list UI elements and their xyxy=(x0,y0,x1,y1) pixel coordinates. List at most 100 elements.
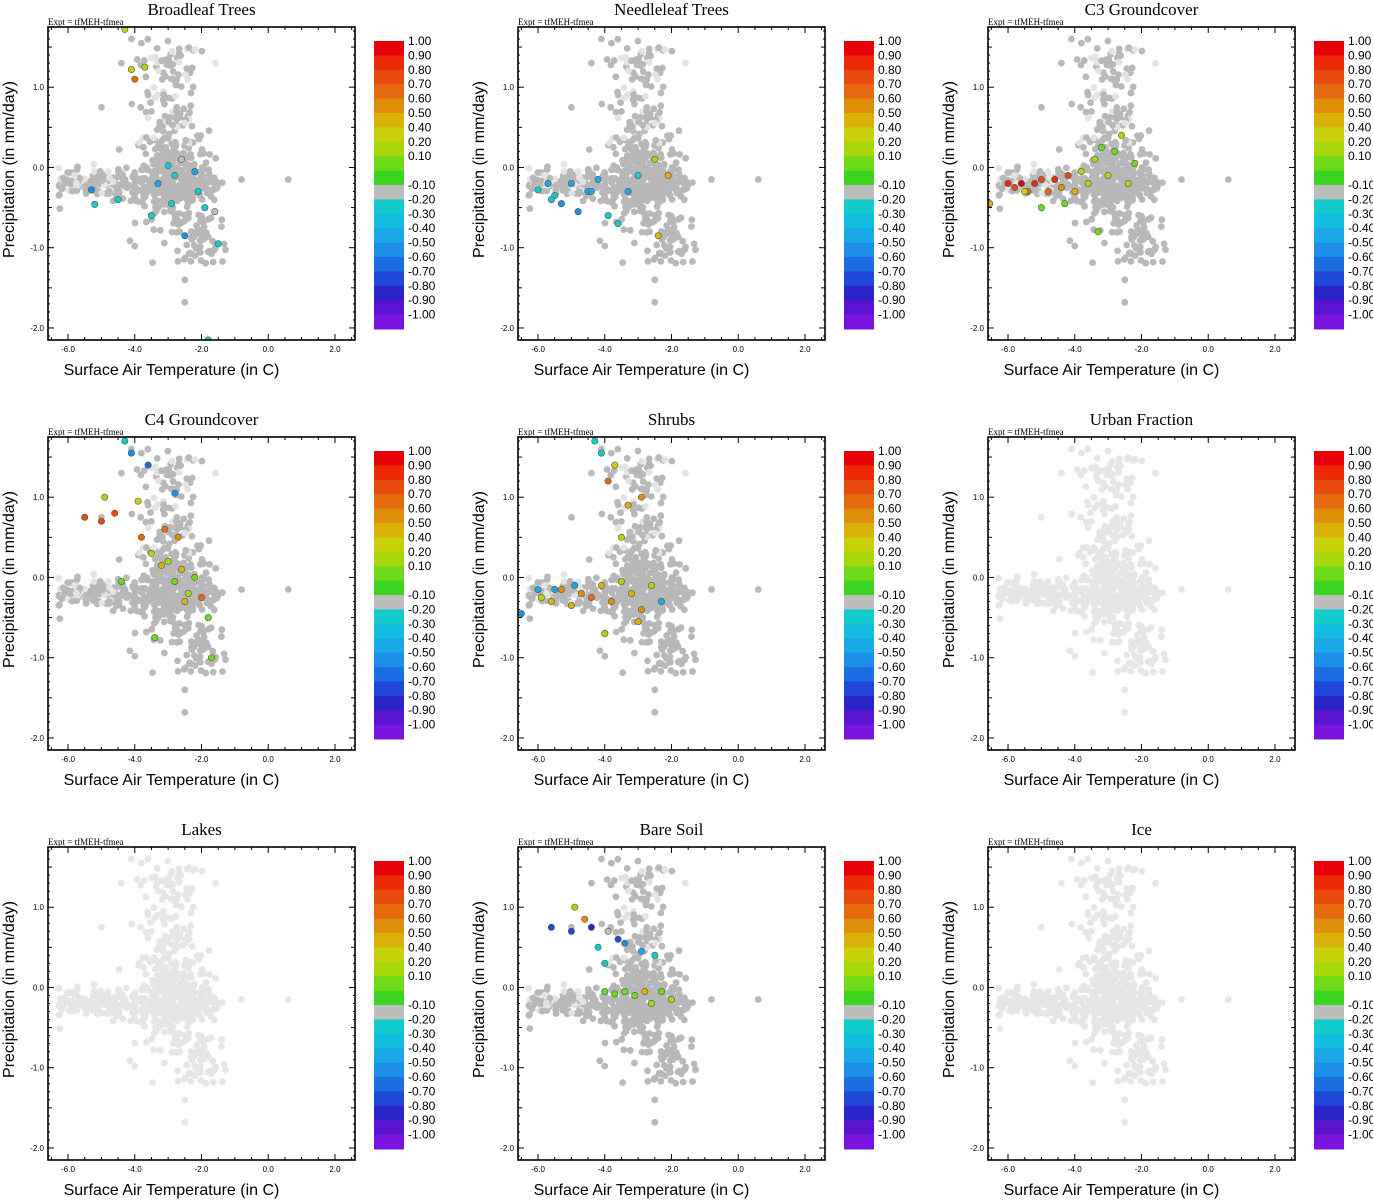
highlight-point xyxy=(1077,168,1085,176)
background-point xyxy=(131,652,139,660)
background-point xyxy=(646,520,654,528)
background-point xyxy=(676,561,684,568)
background-point xyxy=(1126,108,1133,116)
background-point xyxy=(630,611,637,618)
highlight-point xyxy=(614,220,622,228)
background-point xyxy=(192,654,200,662)
background-point xyxy=(206,151,214,158)
colorbar-label: -0.40 xyxy=(408,221,436,235)
background-point xyxy=(688,633,695,640)
background-point xyxy=(82,190,90,197)
background-point xyxy=(566,578,574,585)
background-point xyxy=(206,561,214,568)
background-point xyxy=(611,612,618,620)
background-point xyxy=(642,564,649,572)
background-point xyxy=(219,179,226,187)
background-point xyxy=(671,234,678,242)
background-point xyxy=(160,91,168,98)
background-point xyxy=(1122,215,1130,223)
background-point xyxy=(142,73,150,81)
highlight-point xyxy=(134,497,142,505)
background-point xyxy=(1053,602,1060,610)
background-point xyxy=(188,646,196,653)
background-point xyxy=(667,659,674,666)
background-point xyxy=(1090,84,1098,91)
background-point xyxy=(662,244,670,252)
colorbar-label: -0.10 xyxy=(878,588,906,602)
background-point xyxy=(526,615,534,622)
background-point xyxy=(149,186,157,194)
background-point xyxy=(175,468,183,476)
background-point xyxy=(177,493,185,500)
background-point xyxy=(210,606,218,614)
background-point xyxy=(643,197,651,205)
background-point xyxy=(1055,146,1063,153)
background-point xyxy=(603,56,611,63)
colorbar-swatch xyxy=(374,228,404,244)
background-point xyxy=(654,199,662,207)
colorbar-label: 0.20 xyxy=(1348,135,1372,149)
experiment-label: Expt = tfMEH-tfmea xyxy=(518,17,594,27)
background-point xyxy=(159,506,167,514)
highlight-point xyxy=(634,618,642,626)
background-point xyxy=(996,615,1004,622)
background-point xyxy=(1122,71,1129,78)
highlight-point xyxy=(1091,155,1099,163)
background-point xyxy=(681,655,689,663)
x-tick-label: -2.0 xyxy=(195,345,209,354)
background-point xyxy=(198,457,206,465)
colorbar-label: 0.60 xyxy=(408,502,432,516)
y-tick-label: -2.0 xyxy=(30,734,44,743)
background-point xyxy=(568,189,576,197)
background-point xyxy=(152,53,159,61)
background-point xyxy=(1092,53,1099,61)
y-tick-label: -2.0 xyxy=(30,324,44,333)
colorbar-swatch xyxy=(844,69,874,85)
background-point xyxy=(155,67,162,75)
background-point xyxy=(643,228,651,236)
colorbar-label: -0.40 xyxy=(878,631,906,645)
highlight-point xyxy=(121,437,129,445)
background-point xyxy=(164,447,172,455)
background-point xyxy=(639,478,647,485)
background-point xyxy=(137,513,145,521)
background-point xyxy=(653,241,661,249)
colorbar-label: 0.90 xyxy=(408,458,432,472)
colorbar-swatch xyxy=(844,580,874,596)
background-point xyxy=(659,578,667,585)
background-point xyxy=(1137,212,1145,220)
background-point xyxy=(650,665,658,673)
background-point xyxy=(1093,45,1101,52)
colorbar-label: 1.00 xyxy=(878,444,902,458)
background-point xyxy=(671,575,678,583)
background-point xyxy=(642,93,649,100)
background-point xyxy=(638,228,646,236)
colorbar-swatch xyxy=(374,508,404,524)
background-point xyxy=(598,510,606,518)
colorbar-label: -0.70 xyxy=(408,674,436,688)
highlight-point xyxy=(111,509,119,517)
background-point xyxy=(566,168,574,175)
background-point xyxy=(1038,586,1046,594)
background-point xyxy=(187,512,195,520)
background-point xyxy=(1153,178,1160,186)
highlight-point xyxy=(624,188,632,196)
background-point xyxy=(1054,165,1062,173)
background-point xyxy=(635,114,643,121)
background-point xyxy=(1150,606,1158,614)
x-axis-label: Surface Air Temperature (in C) xyxy=(64,362,280,379)
colorbar-swatch xyxy=(374,465,404,481)
background-point xyxy=(1111,214,1119,222)
background-point xyxy=(632,143,639,151)
background-point xyxy=(74,163,81,171)
x-tick-label: 2.0 xyxy=(329,345,341,354)
background-point xyxy=(612,544,620,551)
background-point xyxy=(153,45,161,52)
background-point xyxy=(1124,199,1132,207)
colorbar-swatch xyxy=(844,595,874,610)
background-point xyxy=(156,226,164,234)
background-point xyxy=(1082,134,1090,141)
background-point xyxy=(579,197,587,205)
colorbar-label: -0.10 xyxy=(878,178,906,192)
